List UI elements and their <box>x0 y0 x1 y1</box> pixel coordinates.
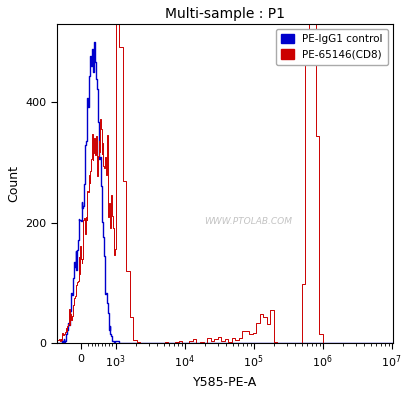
X-axis label: Y585-PE-A: Y585-PE-A <box>193 376 257 389</box>
Legend: PE-IgG1 control, PE-65146(CD8): PE-IgG1 control, PE-65146(CD8) <box>276 29 388 65</box>
Title: Multi-sample : P1: Multi-sample : P1 <box>165 7 285 21</box>
Text: WWW.PTOLAB.COM: WWW.PTOLAB.COM <box>204 217 293 227</box>
Y-axis label: Count: Count <box>7 165 20 202</box>
